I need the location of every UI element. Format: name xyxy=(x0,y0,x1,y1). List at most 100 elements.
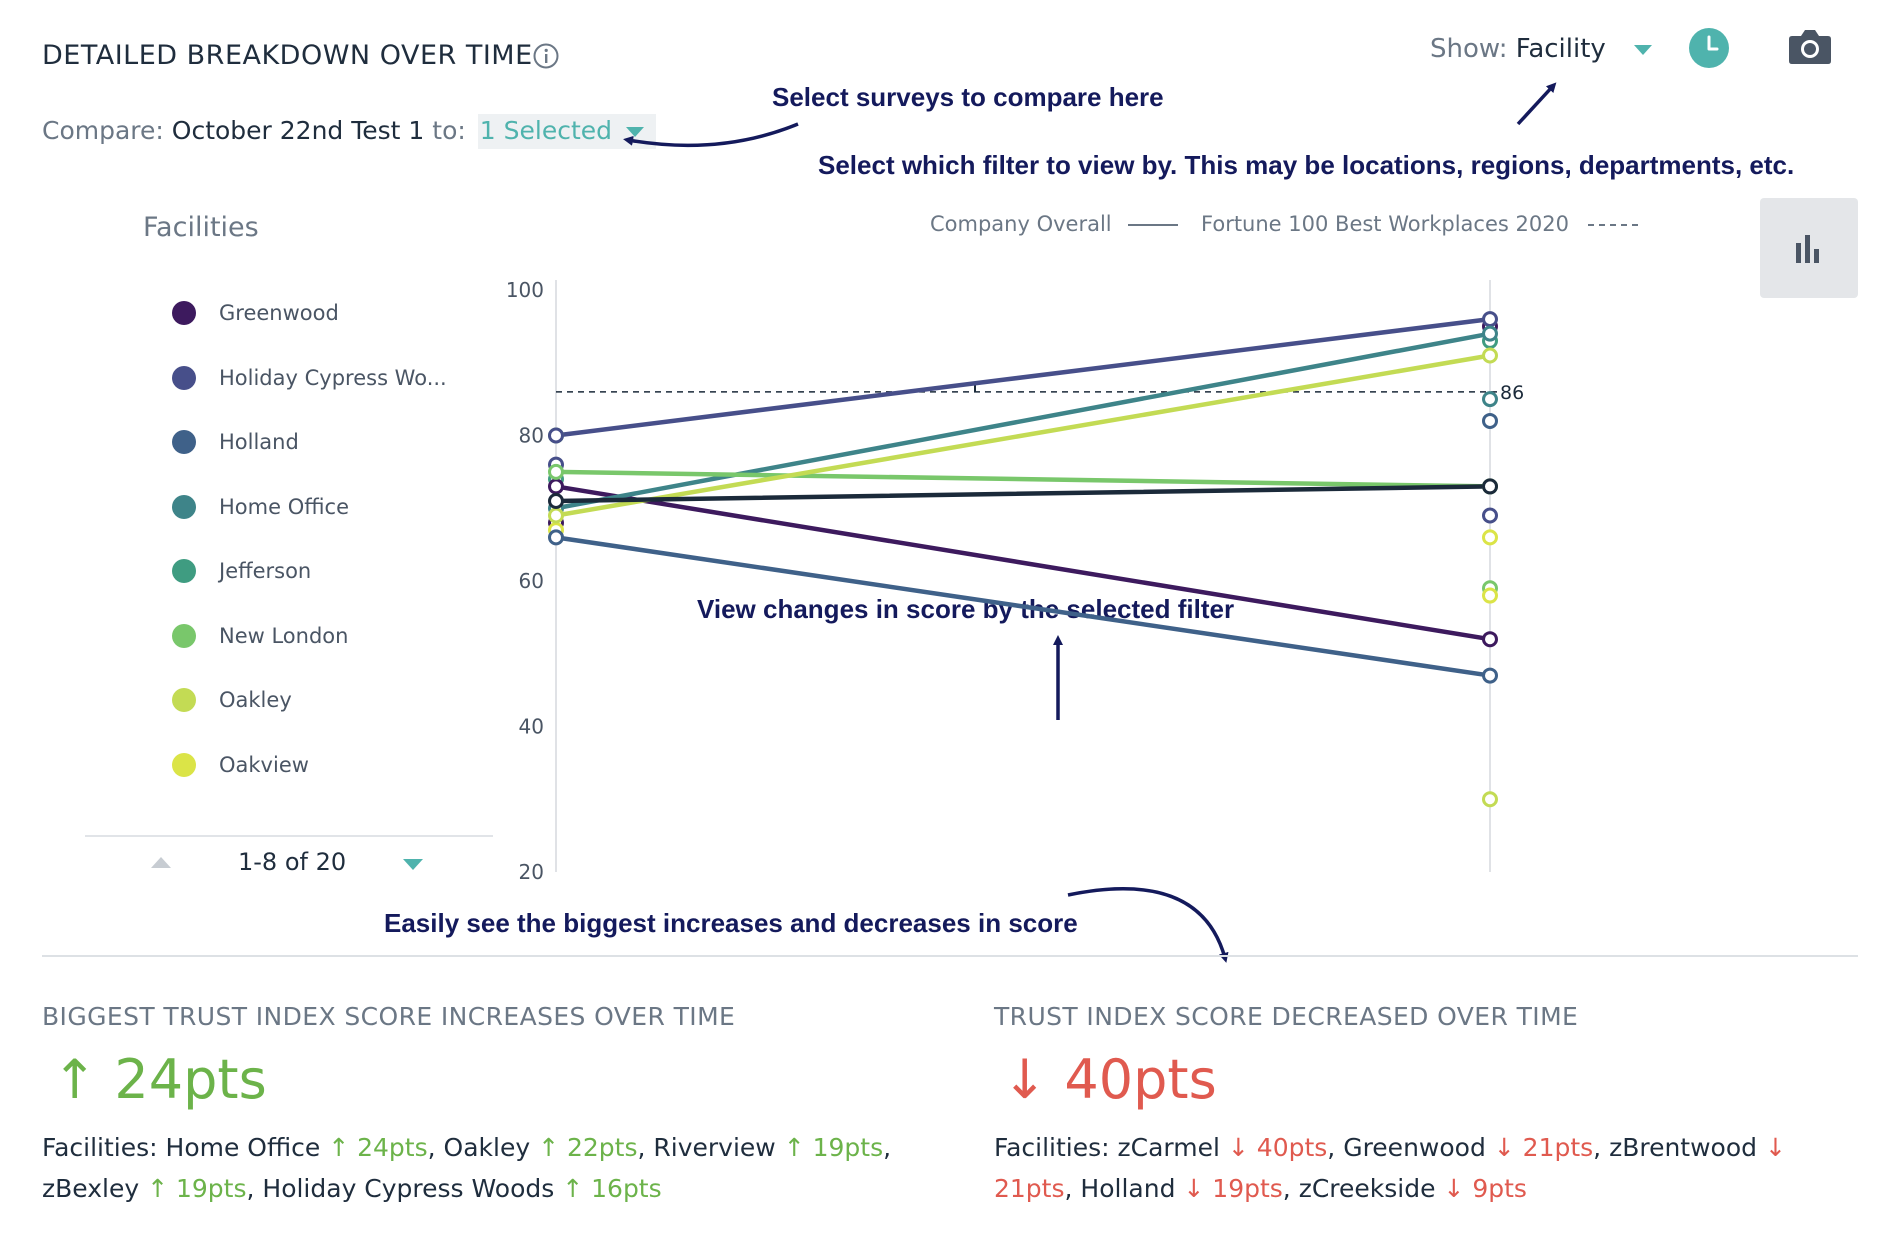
data-point xyxy=(1482,529,1498,546)
legend-item[interactable]: Holland xyxy=(172,427,299,457)
legend-item[interactable]: Holiday Cypress Wo... xyxy=(172,363,447,393)
series-line xyxy=(553,484,1493,642)
clock-icon[interactable] xyxy=(1688,27,1730,69)
legend-dot-icon xyxy=(172,623,196,648)
compare-selected-value: 1 Selected xyxy=(479,116,613,145)
stat-item-name: zCarmel xyxy=(1117,1133,1228,1162)
legend-item[interactable]: Jefferson xyxy=(172,556,311,586)
data-point xyxy=(1482,667,1498,684)
show-label: Show: xyxy=(1430,34,1508,64)
stat-list-item: Holland ↓ 19pts, xyxy=(1080,1174,1299,1203)
stat-list-item: zCreekside ↓ 9pts xyxy=(1299,1174,1527,1203)
data-point xyxy=(548,427,564,444)
stat-list-prefix: Facilities: xyxy=(994,1133,1118,1162)
section-divider xyxy=(42,955,1858,957)
arrow-to-show xyxy=(1516,82,1557,126)
data-point xyxy=(548,507,564,524)
legend-item-label: Holiday Cypress Wo... xyxy=(219,365,447,390)
legend-item-label: Jefferson xyxy=(219,559,312,583)
stat-item-name: zBexley xyxy=(42,1174,148,1203)
stat-item-delta: ↓ 19pts xyxy=(1183,1174,1283,1203)
legend-title: Facilities xyxy=(143,212,259,243)
series-line xyxy=(553,469,1493,489)
legend-dot-icon xyxy=(172,752,196,777)
legend-dot-icon xyxy=(172,688,196,712)
stat-item-name: Holiday Cypress Woods xyxy=(262,1174,563,1203)
stat-list-item: zBrentwood ↓ 21pts, xyxy=(994,1133,1786,1203)
data-point xyxy=(1482,391,1498,408)
arrow-to-stats xyxy=(1067,887,1229,963)
stat-list-item: Oakley ↑ 22pts, xyxy=(443,1133,654,1162)
increases-list: Facilities: Home Office ↑ 24pts, Oakley … xyxy=(42,1127,902,1209)
stat-list-item: Riverview ↑ 19pts, xyxy=(653,1133,892,1162)
stat-item-name: Home Office xyxy=(165,1133,329,1162)
series-key-benchmark: Fortune 100 Best Workplaces 2020 xyxy=(1201,212,1569,236)
decreases-value: ↓ 40pts xyxy=(1002,1048,1217,1111)
stat-item-delta: ↓ 21pts xyxy=(1493,1133,1594,1162)
series-line xyxy=(553,316,1493,438)
legend-item-label: New London xyxy=(219,623,349,648)
stat-list-prefix: Facilities: xyxy=(42,1133,166,1162)
benchmark-label: 86 xyxy=(1500,382,1524,404)
y-tick-label: 40 xyxy=(519,715,544,739)
compare-row: Compare: October 22nd Test 1 to: 1 Selec… xyxy=(42,114,657,149)
stat-item-name: Riverview xyxy=(653,1133,784,1162)
chart-type-toggle[interactable] xyxy=(1760,198,1858,298)
series-line xyxy=(553,353,1493,518)
show-filter[interactable]: Show: Facility xyxy=(1430,34,1653,64)
legend-item-label: Oakview xyxy=(219,752,309,777)
stat-item-name: zBrentwood xyxy=(1609,1133,1765,1162)
dashed-line-icon xyxy=(1587,224,1638,226)
series-line xyxy=(553,331,1493,511)
stat-item-name: zCreekside xyxy=(1298,1174,1444,1203)
data-point xyxy=(1482,347,1498,364)
legend-item-label: Oakley xyxy=(219,688,292,712)
stat-item-delta: ↑ 16pts xyxy=(562,1174,662,1203)
page-up-icon[interactable] xyxy=(151,857,171,868)
legend-dot-icon xyxy=(172,365,196,390)
data-point xyxy=(1482,478,1498,495)
arrow-down-icon: ↓ xyxy=(1002,1048,1048,1111)
bar-chart-icon xyxy=(1796,235,1819,263)
decreases-title: TRUST INDEX SCORE DECREASED OVER TIME xyxy=(994,1002,1579,1031)
legend-dot-icon xyxy=(172,494,196,519)
stat-item-delta: ↓ 21pts xyxy=(994,1133,1786,1203)
data-point xyxy=(1482,507,1498,524)
data-point xyxy=(548,529,564,546)
increases-title: BIGGEST TRUST INDEX SCORE INCREASES OVER… xyxy=(42,1002,736,1031)
page-down-icon[interactable] xyxy=(403,859,423,870)
decreases-list: Facilities: zCarmel ↓ 40pts, Greenwood ↓… xyxy=(994,1127,1854,1209)
annotation-stats: Easily see the biggest increases and dec… xyxy=(384,908,1078,938)
arrow-up-icon: ↑ xyxy=(52,1048,98,1111)
show-filter-value: Facility xyxy=(1515,34,1606,64)
chevron-down-icon xyxy=(1634,44,1653,55)
series-line xyxy=(553,535,1493,678)
legend-item[interactable]: New London xyxy=(172,621,348,651)
stat-item-name: Oakley xyxy=(443,1133,539,1162)
chevron-down-icon xyxy=(626,127,645,137)
legend-item-label: Holland xyxy=(219,430,299,454)
legend-item[interactable]: Oakview xyxy=(172,750,309,780)
y-tick-label: 20 xyxy=(519,860,544,880)
series-line xyxy=(553,484,1493,504)
legend-item[interactable]: Oakley xyxy=(172,685,292,715)
stat-item-name: Holland xyxy=(1080,1174,1184,1203)
stat-list-item: Holiday Cypress Woods ↑ 16pts xyxy=(262,1174,661,1203)
data-point xyxy=(1482,791,1498,808)
data-point xyxy=(1482,631,1498,648)
increases-value: ↑ 24pts xyxy=(52,1048,267,1111)
legend-item-label: Greenwood xyxy=(219,301,339,325)
compare-label: Compare: xyxy=(42,116,164,145)
score-chart: 20406080100Nov 2018Nov 201886 xyxy=(506,278,1524,880)
info-icon[interactable] xyxy=(533,43,559,69)
legend-item[interactable]: Home Office xyxy=(172,492,349,522)
legend-dot-icon xyxy=(172,301,196,325)
stat-item-delta: ↓ 9pts xyxy=(1443,1174,1527,1203)
legend-item-label: Home Office xyxy=(219,494,349,519)
solid-line-icon xyxy=(1128,224,1179,226)
stat-list-item: zCarmel ↓ 40pts, xyxy=(1117,1133,1344,1162)
stat-item-delta: ↑ 22pts xyxy=(538,1133,638,1162)
compare-survey-dropdown[interactable]: 1 Selected xyxy=(477,114,657,149)
legend-item[interactable]: Greenwood xyxy=(172,298,339,328)
camera-icon[interactable] xyxy=(1788,26,1832,66)
